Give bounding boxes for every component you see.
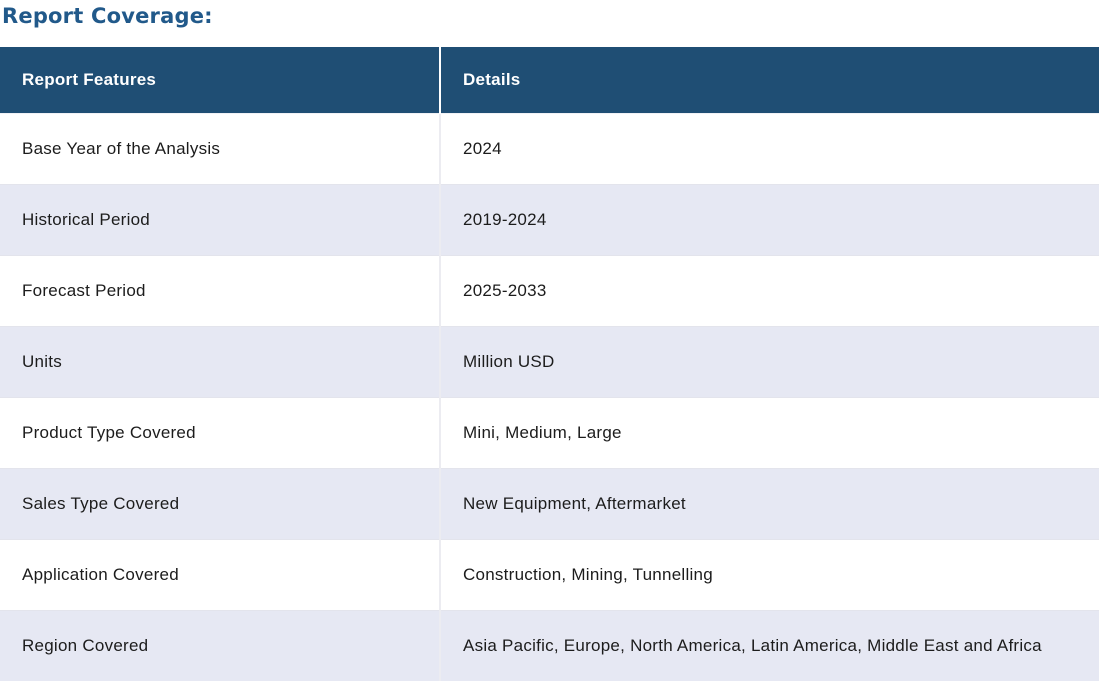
column-header-report-features: Report Features <box>0 47 440 114</box>
table-row-historical-period: Historical Period 2019-2024 <box>0 184 1099 256</box>
feature-cell: Base Year of the Analysis <box>0 113 440 185</box>
report-coverage-section: Report Coverage: Report Features Details… <box>0 3 1099 681</box>
feature-cell: Units <box>0 326 440 398</box>
feature-cell: Forecast Period <box>0 255 440 327</box>
detail-cell: 2019-2024 <box>439 184 1099 256</box>
section-title: Report Coverage: <box>2 4 213 28</box>
feature-cell: Application Covered <box>0 539 440 611</box>
detail-cell: New Equipment, Aftermarket <box>439 468 1099 540</box>
table-row-base-year: Base Year of the Analysis 2024 <box>0 113 1099 185</box>
detail-cell: Mini, Medium, Large <box>439 397 1099 469</box>
table-row-units: Units Million USD <box>0 326 1099 398</box>
detail-cell: 2025-2033 <box>439 255 1099 327</box>
detail-cell: 2024 <box>439 113 1099 185</box>
feature-cell: Region Covered <box>0 610 440 681</box>
table-row-application: Application Covered Construction, Mining… <box>0 539 1099 611</box>
feature-cell: Product Type Covered <box>0 397 440 469</box>
report-coverage-table: Report Features Details Base Year of the… <box>0 47 1099 681</box>
detail-cell: Construction, Mining, Tunnelling <box>439 539 1099 611</box>
table-header-row: Report Features Details <box>0 47 1099 114</box>
table-row-region: Region Covered Asia Pacific, Europe, Nor… <box>0 610 1099 681</box>
feature-cell: Sales Type Covered <box>0 468 440 540</box>
table-row-product-type: Product Type Covered Mini, Medium, Large <box>0 397 1099 469</box>
column-header-details: Details <box>439 47 1099 114</box>
table-row-sales-type: Sales Type Covered New Equipment, Afterm… <box>0 468 1099 540</box>
detail-cell: Million USD <box>439 326 1099 398</box>
detail-cell: Asia Pacific, Europe, North America, Lat… <box>439 610 1099 681</box>
table-row-forecast-period: Forecast Period 2025-2033 <box>0 255 1099 327</box>
feature-cell: Historical Period <box>0 184 440 256</box>
